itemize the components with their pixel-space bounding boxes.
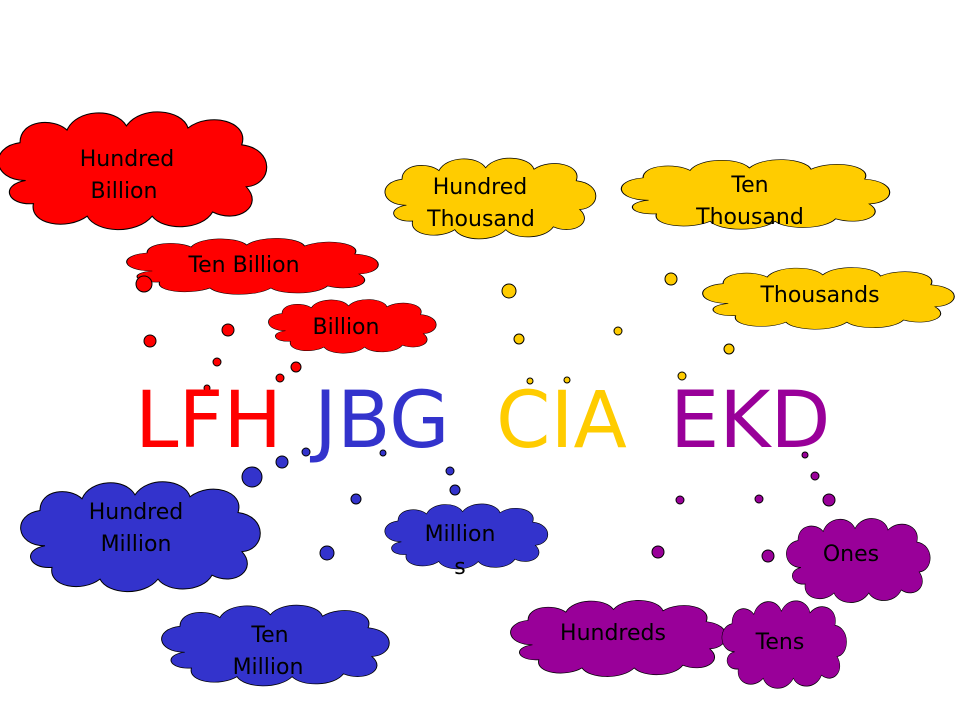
- cloud-label-line2: Million: [233, 655, 304, 680]
- cloud-hundred-million: Hundred Million: [20, 481, 261, 593]
- cloud-label-line2: Thousand: [695, 205, 804, 230]
- cloud-label-line2: Thousand: [426, 207, 535, 232]
- cloud-label-line1: Hundred: [433, 175, 527, 200]
- yellow-connector-dots: [501, 272, 735, 385]
- cloud-label-line1: Million: [425, 522, 496, 547]
- cloud-label-line1: Hundred: [80, 147, 174, 172]
- cloud-label-line1: Ten Billion: [187, 253, 299, 278]
- cloud-hundreds: Hundreds: [510, 599, 727, 678]
- red-connector-dots: [135, 275, 302, 392]
- cloud-label-line2: s: [454, 555, 465, 580]
- headline-group-blue: JBG: [309, 376, 450, 466]
- cloud-ten-billion: Ten Billion: [126, 237, 379, 295]
- cloud-label-line1: Tens: [755, 630, 805, 655]
- cloud-label-line2: Billion: [91, 179, 158, 204]
- cloud-billion: Billion: [268, 299, 437, 354]
- cloud-ones: Ones: [786, 518, 931, 603]
- cloud-hundred-billion: Hundred Billion: [0, 111, 268, 231]
- blue-connector-dots: [241, 447, 461, 561]
- cloud-label-line1: Hundreds: [560, 621, 666, 646]
- headline-group-yellow: CIA: [496, 376, 627, 466]
- cloud-label-line1: Hundred: [89, 500, 183, 525]
- cloud-label-line1: Ten: [730, 173, 768, 198]
- cloud-tens: Tens: [721, 600, 847, 689]
- cloud-hundred-thousand: Hundred Thousand: [384, 157, 597, 240]
- cloud-ten-million: Ten Million: [161, 604, 390, 687]
- cloud-thousands: Thousands: [702, 267, 955, 330]
- cloud-label-line1: Ones: [823, 542, 879, 567]
- cloud-label-line1: Billion: [313, 315, 380, 340]
- cloud-label-line2: Million: [101, 532, 172, 557]
- cloud-label-line1: Thousands: [759, 283, 879, 308]
- cloud-label-line1: Ten: [250, 623, 288, 648]
- headline-group-red: LFH: [135, 376, 282, 466]
- purple-connector-dots: [651, 451, 836, 563]
- headline-group-purple: EKD: [670, 376, 831, 466]
- cloud-ten-thousand: Ten Thousand: [620, 159, 891, 230]
- cloud-millions: Million s: [384, 503, 549, 580]
